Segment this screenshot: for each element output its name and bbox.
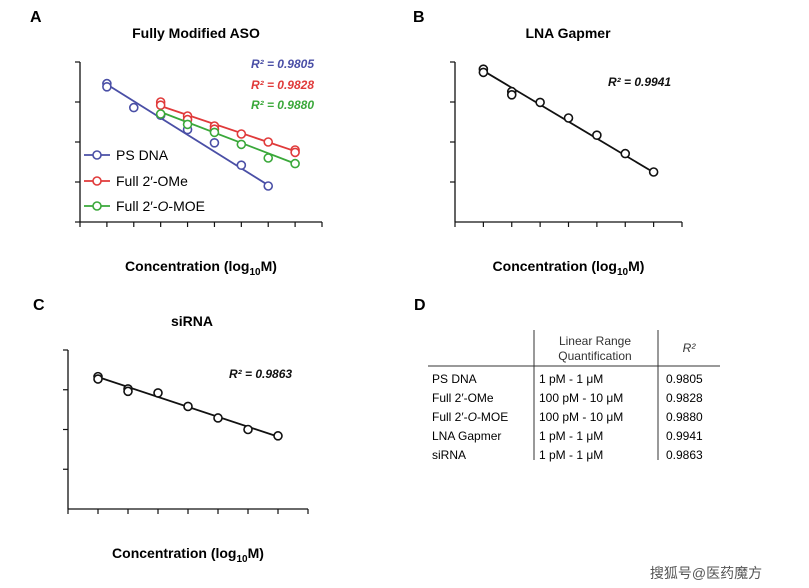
legend-label-part: PS DNA	[116, 147, 169, 163]
table-header-range-line2: Quantification	[558, 349, 631, 363]
data-point	[209, 138, 220, 148]
r2-label: R² = 0.9863	[229, 367, 292, 381]
data-point	[648, 167, 659, 177]
panel-a-letter: A	[30, 9, 42, 26]
data-point	[93, 374, 103, 384]
table-cell-name-italic: O	[468, 410, 477, 424]
table-cell-range: 100 pM - 10 μM	[539, 410, 623, 424]
data-point	[263, 137, 274, 147]
table-cell-name: siRNA	[432, 448, 466, 462]
legend-label: PS DNA	[116, 147, 169, 163]
data-point	[236, 129, 247, 139]
table-cell-name: LNA Gapmer	[432, 429, 501, 443]
x-axis-label-unit: M)	[261, 258, 277, 274]
data-point	[236, 160, 247, 170]
data-point	[183, 401, 193, 412]
data-point	[213, 413, 223, 423]
data-point	[563, 113, 574, 123]
x-axis-label-main: Concentration (log	[493, 258, 617, 274]
data-point	[592, 130, 602, 140]
table-cell-name-part: -MOE	[477, 410, 508, 424]
table-cell-range: 100 pM - 10 μM	[539, 391, 623, 405]
data-point	[155, 100, 166, 110]
table-cell-range: 1 pM - 1 μM	[539, 448, 603, 462]
panel-b-title: LNA Gapmer	[525, 25, 611, 41]
table-cell-name-part: siRNA	[432, 448, 466, 462]
table-header-r2: R²	[683, 341, 697, 355]
data-point	[102, 82, 112, 92]
legend-label: Full 2′-OMe	[116, 173, 188, 189]
table-cell-r2: 0.9880	[666, 410, 703, 424]
data-point	[506, 90, 517, 100]
r2-label: R² = 0.9941	[608, 75, 671, 89]
data-point	[273, 431, 283, 441]
table-cell-r2: 0.9941	[666, 429, 703, 443]
data-point	[620, 148, 631, 159]
data-point	[209, 127, 220, 138]
table-cell-name: Full 2′-O-MOE	[432, 410, 508, 424]
x-axis-label: Concentration (log10M)	[112, 545, 264, 565]
watermark: 搜狐号@医药魔方	[650, 565, 762, 581]
x-axis-label-unit: M)	[248, 545, 264, 561]
x-axis-label-unit: M)	[628, 258, 644, 274]
x-axis-label-main: Concentration (log	[125, 258, 249, 274]
data-point	[263, 153, 274, 163]
x-axis-label-subscript: 10	[617, 267, 629, 278]
legend-marker	[92, 176, 102, 186]
table-cell-name-part: PS DNA	[432, 372, 477, 386]
legend-fully-modified-aso: PS DNA Full 2′-OMe Full 2′-O-MOE	[84, 147, 205, 214]
plot-lna-gapmer: Concentration (log10M) R² = 0.9941	[450, 61, 683, 278]
fit-line	[160, 111, 296, 165]
table-cell-name: Full 2′-OMe	[432, 391, 494, 405]
table-cell-r2: 0.9828	[666, 391, 703, 405]
data-point	[155, 109, 166, 119]
r2-label: R² = 0.9880	[251, 98, 314, 112]
x-axis-label: Concentration (log10M)	[125, 258, 277, 278]
table-cell-range: 1 pM - 1 μM	[539, 372, 603, 386]
panel-c-letter: C	[33, 297, 45, 314]
panel-c-title: siRNA	[171, 313, 213, 329]
data-point	[236, 139, 247, 150]
data-point	[182, 119, 193, 130]
table-cell-r2: 0.9863	[666, 448, 703, 462]
data-point	[153, 388, 163, 398]
table-cell-name: PS DNA	[432, 372, 477, 386]
table-cell-name-part: Full 2′-OMe	[432, 391, 494, 405]
plot-fully-modified-aso: Concentration (log10M) R² = 0.9805 R² = 0.…	[75, 57, 323, 278]
x-axis-label-main: Concentration (log	[112, 545, 236, 561]
data-point	[478, 67, 489, 78]
data-point	[128, 102, 139, 113]
table-cell-r2: 0.9805	[666, 372, 703, 386]
legend-label-part: Full 2′-	[116, 198, 158, 214]
data-point	[243, 424, 253, 435]
legend-label: Full 2′-O-MOE	[116, 198, 205, 214]
legend-marker	[92, 150, 102, 160]
table-cell-name-part: Full 2′-	[432, 410, 468, 424]
legend-label-part: Full 2′-OMe	[116, 173, 188, 189]
legend-label-part: -MOE	[168, 198, 205, 214]
table-header-range-line1: Linear Range	[559, 334, 631, 348]
data-point	[290, 158, 300, 169]
r2-label: R² = 0.9828	[251, 78, 314, 92]
table-cell-name-part: LNA Gapmer	[432, 429, 501, 443]
panel-a-title: Fully Modified ASO	[132, 25, 260, 41]
plot-sirna: Concentration (log10M) R² = 0.9863	[63, 349, 309, 565]
panel-d-letter: D	[414, 297, 426, 314]
data-point	[263, 181, 274, 191]
x-axis-label-subscript: 10	[249, 267, 261, 278]
data-point	[290, 147, 300, 158]
x-axis-label: Concentration (log10M)	[493, 258, 645, 278]
panel-b-letter: B	[413, 9, 425, 26]
legend-marker	[92, 201, 102, 211]
table-cell-range: 1 pM - 1 μM	[539, 429, 603, 443]
summary-table: Linear Range Quantification R² PS DNA 1 p…	[428, 330, 720, 462]
legend-label-italic: O	[158, 198, 169, 214]
r2-label: R² = 0.9805	[251, 57, 314, 71]
data-point	[535, 97, 545, 108]
fit-line	[160, 105, 296, 153]
data-point	[123, 386, 133, 397]
x-axis-label-subscript: 10	[236, 554, 248, 565]
